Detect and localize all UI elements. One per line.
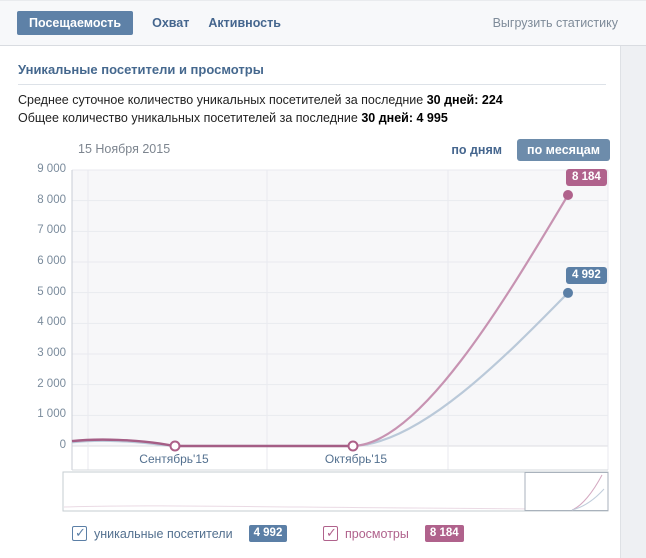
month-point-marker (169, 440, 181, 452)
tab-reach[interactable]: Охват (152, 16, 190, 30)
stat-line1-text: Среднее суточное количество уникальных п… (18, 93, 424, 107)
section-title-divider (18, 84, 606, 85)
views-legend-badge: 8 184 (424, 525, 464, 543)
y-axis-label: 3 000 (37, 347, 66, 359)
legend-item-unique-visitors: ✓ уникальные посетители 4 992 (72, 524, 288, 543)
x-axis-month-label: Сентябрь'15 (139, 452, 209, 466)
tab-activity[interactable]: Активность (208, 16, 281, 30)
legend-item-views: ✓ просмотры 8 184 (323, 524, 464, 543)
y-axis-label: 6 000 (37, 255, 66, 267)
y-axis-label: 1 000 (37, 408, 66, 421)
y-axis-label: 7 000 (37, 224, 66, 237)
views-value-badge: 8 184 (566, 169, 607, 187)
y-axis-label: 2 000 (37, 377, 66, 390)
tab-attendance[interactable]: Посещаемость (17, 11, 134, 35)
stat-line2-text: Общее количество уникальных посетителей … (18, 111, 358, 125)
y-axis-label: 5 000 (37, 285, 66, 298)
checkbox-check-icon: ✓ (326, 524, 337, 540)
chart-scale-toggle: по дням по месяцам (451, 139, 610, 161)
visitors-checkbox[interactable]: ✓ (72, 524, 87, 542)
page-right-gutter (620, 46, 646, 558)
views-legend-label: просмотры (345, 526, 409, 541)
overlapped-flat-line (71, 438, 353, 448)
stat-avg-daily-visitors: Среднее суточное количество уникальных п… (18, 93, 503, 107)
month-point-marker (347, 440, 359, 452)
visitors-line (71, 292, 569, 448)
tabs-bar: Посещаемость Охват Активность Выгрузить … (0, 0, 646, 46)
export-statistics-link[interactable]: Выгрузить статистику (492, 16, 618, 30)
range-mini-flat-line (63, 505, 572, 510)
y-axis-label: 4 000 (37, 316, 66, 329)
y-axis-label: 0 (59, 439, 66, 451)
y-axis-label: 8 000 (37, 193, 66, 206)
range-selector-window[interactable] (524, 472, 609, 511)
scale-by-days-button[interactable]: по дням (451, 143, 503, 157)
visitors-legend-label: уникальные посетители (94, 526, 233, 541)
views-checkbox[interactable]: ✓ (323, 524, 338, 542)
visitors-legend-badge: 4 992 (248, 525, 288, 543)
chart-date-cursor-label: 15 Ноября 2015 (78, 142, 171, 156)
y-axis-label: 9 000 (37, 163, 66, 175)
stat-total-visitors: Общее количество уникальных посетителей … (18, 111, 448, 125)
visitors-end-dot (563, 287, 573, 298)
views-end-dot (563, 190, 573, 201)
stat-line2-period: 30 дней: (361, 111, 413, 125)
range-selector-track (62, 471, 609, 512)
section-title: Уникальные посетители и просмотры (18, 62, 264, 77)
checkbox-check-icon: ✓ (75, 524, 86, 540)
chart-plot-area (72, 170, 608, 446)
visitors-value-badge: 4 992 (566, 266, 607, 285)
range-mini-views-line (571, 474, 603, 511)
stat-line1-period: 30 дней: (426, 93, 479, 107)
stat-line1-value: 224 (481, 93, 503, 107)
stat-line2-value: 4 995 (416, 111, 448, 125)
views-line (352, 194, 569, 448)
range-mini-visitors-line (571, 488, 605, 511)
x-axis-month-label: Октябрь'15 (324, 452, 388, 466)
scale-by-months-button[interactable]: по месяцам (517, 139, 610, 161)
